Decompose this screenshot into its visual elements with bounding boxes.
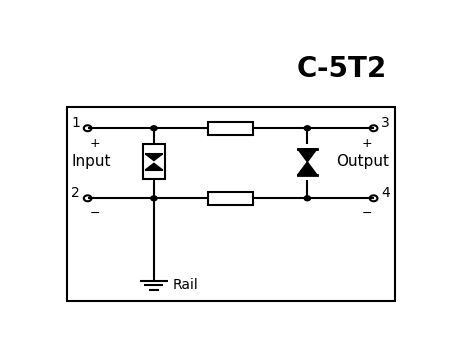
Polygon shape	[145, 154, 162, 161]
Circle shape	[84, 195, 91, 201]
Text: 3: 3	[381, 117, 390, 131]
Text: C-5T2: C-5T2	[297, 55, 387, 83]
Text: 1: 1	[71, 117, 80, 131]
Bar	[143, 145, 165, 180]
Text: 4: 4	[381, 187, 390, 201]
Polygon shape	[145, 163, 162, 170]
Text: 2: 2	[71, 187, 80, 201]
Bar	[208, 121, 253, 135]
Polygon shape	[297, 149, 317, 162]
Bar	[67, 107, 395, 301]
Bar	[208, 191, 253, 205]
Circle shape	[304, 196, 310, 201]
Text: +: +	[361, 136, 372, 149]
Circle shape	[151, 126, 157, 131]
Text: Rail: Rail	[173, 278, 199, 292]
Circle shape	[370, 195, 378, 201]
Text: −: −	[361, 206, 372, 220]
Circle shape	[84, 125, 91, 131]
Text: +: +	[89, 136, 100, 149]
Text: Output: Output	[336, 154, 389, 169]
Circle shape	[370, 125, 378, 131]
Text: Input: Input	[72, 154, 112, 169]
Text: −: −	[90, 206, 100, 220]
Circle shape	[151, 196, 157, 201]
Polygon shape	[297, 162, 317, 175]
Circle shape	[304, 126, 310, 131]
